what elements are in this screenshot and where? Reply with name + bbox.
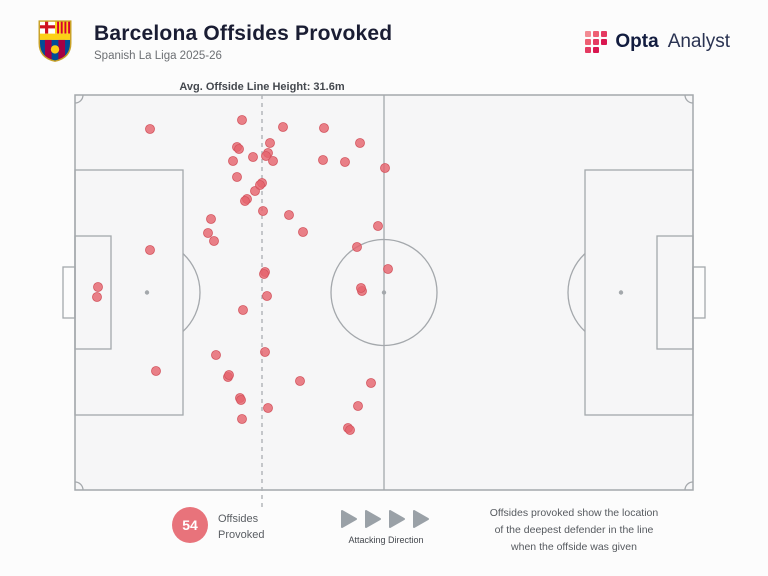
offside-location-dot xyxy=(353,401,363,411)
offside-location-dot xyxy=(258,206,268,216)
note-line-1: Offsides provoked show the location xyxy=(489,507,659,519)
header: Barcelona Offsides Provoked Spanish La L… xyxy=(0,0,768,72)
offsides-count-label: Offsides Provoked xyxy=(218,512,264,544)
offside-location-dot xyxy=(284,210,294,220)
left-penalty-arc xyxy=(182,253,201,332)
left-penalty-spot xyxy=(144,290,150,295)
offsides-count-label-line2: Provoked xyxy=(218,528,265,541)
left-goal xyxy=(62,266,76,319)
offside-location-dot xyxy=(278,122,288,132)
right-goal xyxy=(692,266,706,319)
offside-location-dot xyxy=(236,395,246,405)
offsides-count-value: 54 xyxy=(182,517,198,533)
offside-location-dot xyxy=(151,366,161,376)
opta-analyst-logo: Opta Analyst xyxy=(584,30,730,54)
offside-location-dot xyxy=(209,236,219,246)
right-penalty-arc xyxy=(567,253,586,332)
offside-location-dot xyxy=(373,221,383,231)
offside-location-dot xyxy=(259,269,269,279)
offside-location-dot xyxy=(145,245,155,255)
offside-location-dot xyxy=(380,163,390,173)
offside-location-dot xyxy=(295,376,305,386)
corner-arc-top-left xyxy=(74,94,84,104)
offside-location-dot xyxy=(261,151,271,161)
offsides-count-label-line1: Offsides xyxy=(218,513,259,525)
note-line-3: when the offside was given xyxy=(511,540,637,553)
corner-arc-bottom-right xyxy=(684,481,694,491)
offside-location-dot xyxy=(206,214,216,224)
offside-location-dot xyxy=(145,124,155,134)
offside-location-dot xyxy=(262,291,272,301)
offside-location-dot xyxy=(248,152,258,162)
offside-location-dot xyxy=(268,156,278,166)
offside-location-dot xyxy=(228,156,238,166)
offside-location-dot xyxy=(263,403,273,413)
attacking-direction-arrows-icon xyxy=(341,510,429,528)
offside-location-dot xyxy=(232,172,242,182)
offside-location-dot xyxy=(319,123,329,133)
attacking-direction: Attacking Direction xyxy=(340,509,432,545)
note-line-2: of the deepest defender in the line xyxy=(494,523,654,536)
avg-offside-line-label: Avg. Offside Line Height: 31.6m xyxy=(179,81,345,93)
offside-location-dot xyxy=(366,378,376,388)
offside-location-dot xyxy=(237,115,247,125)
opta-logo-icon xyxy=(585,31,608,53)
centre-circle xyxy=(330,238,438,347)
offside-location-dot xyxy=(238,305,248,315)
brand-name-light: Analyst xyxy=(667,31,730,52)
offside-location-dot xyxy=(356,283,366,293)
offsides-count-badge: 54 xyxy=(172,507,208,543)
offside-location-dot xyxy=(203,228,213,238)
offside-location-dot xyxy=(345,425,355,435)
offside-location-dot xyxy=(255,180,265,190)
brand-name-bold: Opta xyxy=(615,31,659,52)
offside-location-dot xyxy=(237,414,247,424)
offside-location-dot xyxy=(298,227,308,237)
page-title: Barcelona Offsides Provoked xyxy=(94,22,393,45)
barcelona-crest-icon xyxy=(38,20,72,62)
offside-location-dot xyxy=(211,350,221,360)
offside-location-dot xyxy=(93,282,103,292)
offside-location-dot xyxy=(383,264,393,274)
offside-location-dot xyxy=(265,138,275,148)
offside-location-dot xyxy=(234,144,244,154)
offside-location-dot xyxy=(340,157,350,167)
offside-location-dot xyxy=(224,370,234,380)
explanation-note: Offsides provoked show the location of t… xyxy=(458,505,690,555)
title-block: Barcelona Offsides Provoked Spanish La L… xyxy=(94,22,392,62)
corner-arc-top-right xyxy=(684,94,694,104)
offside-location-dot xyxy=(318,155,328,165)
offside-location-dot xyxy=(355,138,365,148)
right-penalty-spot xyxy=(618,290,624,295)
offside-location-dot xyxy=(240,196,250,206)
offside-location-dot xyxy=(92,292,102,302)
offside-location-dot xyxy=(352,242,362,252)
page-subtitle: Spanish La Liga 2025-26 xyxy=(94,50,222,62)
offside-location-dot xyxy=(260,347,270,357)
attacking-direction-label: Attacking Direction xyxy=(348,535,424,545)
corner-arc-bottom-left xyxy=(74,481,84,491)
centre-spot xyxy=(381,290,387,295)
